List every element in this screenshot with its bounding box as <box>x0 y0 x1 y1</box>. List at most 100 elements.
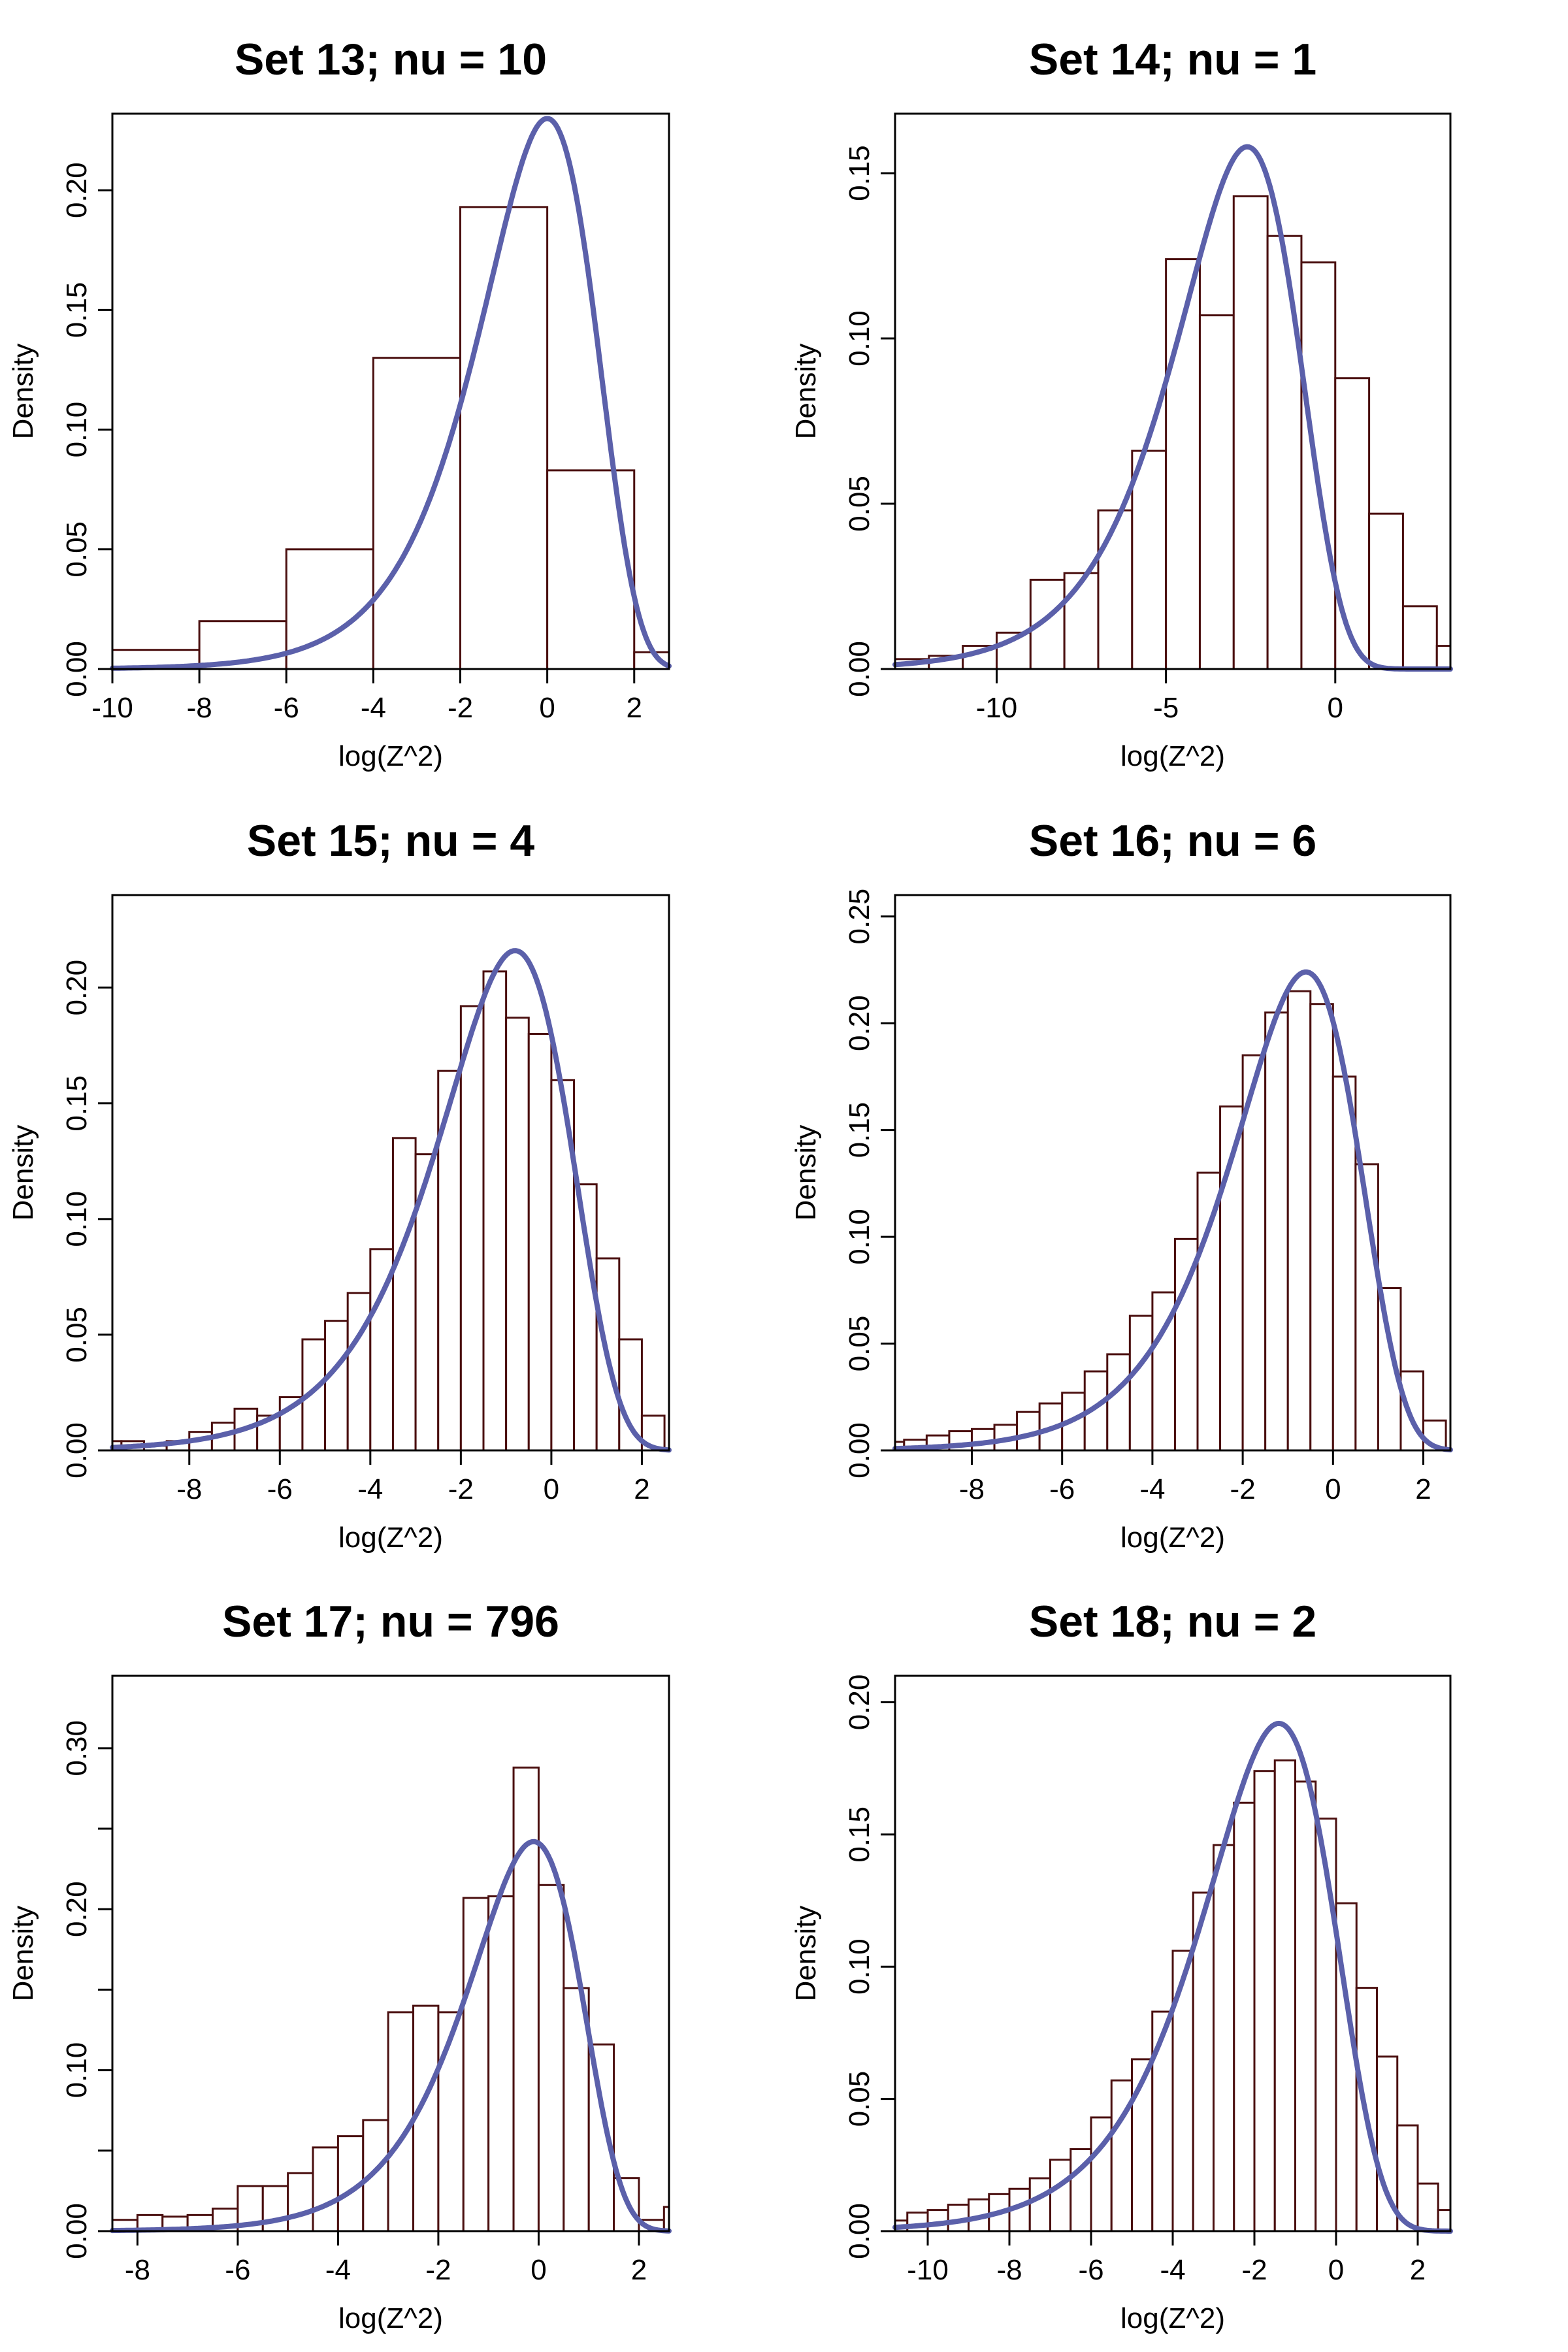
plot-frame <box>111 1674 670 2232</box>
histogram-bar <box>1273 1759 1296 2232</box>
x-tick-label: -4 <box>1139 1473 1165 1505</box>
x-axis-label: log(Z^2) <box>338 2302 443 2334</box>
histogram-bar <box>482 970 508 1452</box>
chart-panel-6: -10 -8 -6 -4 -2 0 2 0.00 0.05 0.10 0.15 0.20 Set 18;… <box>790 1597 1453 2334</box>
y-tick-label: 0.15 <box>61 1075 93 1132</box>
y-tick-label: 0.15 <box>843 145 875 201</box>
histogram-bar <box>324 1320 349 1452</box>
histogram-bar <box>1128 1315 1154 1452</box>
y-tick-label: 0.20 <box>843 995 875 1051</box>
histogram-bar <box>1300 261 1337 670</box>
x-tick-label: -10 <box>91 692 133 724</box>
x-tick-label: 0 <box>1328 2254 1344 2286</box>
chart-panel-1: -10 -8 -6 -4 -2 0 2 0.00 0.05 0.10 0.15 0.20 Set 13;… <box>7 35 672 772</box>
x-tick-label: -2 <box>425 2254 451 2286</box>
y-axis: 0.00 0.05 0.10 0.15 0.20 <box>843 1674 895 2259</box>
histogram-bar <box>1264 1011 1289 1452</box>
y-tick-label: 0.00 <box>843 1422 875 1478</box>
histogram-bar <box>1151 2010 1174 2232</box>
y-tick-label: 0.05 <box>61 1307 93 1363</box>
histogram-bar <box>1294 1780 1317 2232</box>
histogram-bar <box>312 2146 339 2232</box>
histogram-bar <box>462 1897 490 2232</box>
y-tick-label: 0.20 <box>843 1674 875 1731</box>
histogram-bar <box>372 357 461 670</box>
histogram-bar <box>1435 645 1452 670</box>
chart-title: Set 17; nu = 796 <box>222 1597 559 1646</box>
x-tick-label: -4 <box>1160 2254 1185 2286</box>
histogram-bar <box>391 1137 417 1452</box>
x-axis: -8 -6 -4 -2 0 2 <box>176 1450 650 1505</box>
y-tick-label: 0.00 <box>61 1422 93 1478</box>
x-tick-label: -6 <box>225 2254 250 2286</box>
histogram-bar <box>1213 1844 1235 2232</box>
histogram-bar <box>1437 2209 1452 2232</box>
y-axis-label: Density <box>790 1125 822 1221</box>
histogram-bar <box>1334 377 1371 670</box>
histogram-bar <box>527 1033 553 1452</box>
y-axis: 0.00 0.05 0.10 0.15 <box>843 145 895 697</box>
x-tick-label: -8 <box>959 1473 985 1505</box>
plot-frame <box>894 112 1452 670</box>
y-tick-label: 0.10 <box>843 1209 875 1265</box>
y-tick-label: 0.20 <box>61 960 93 1016</box>
y-tick-label: 0.25 <box>843 889 875 945</box>
histogram-bars <box>111 1766 670 2232</box>
histogram-bar <box>1196 1171 1222 1452</box>
y-tick-label: 0.15 <box>843 1102 875 1158</box>
histogram-bar <box>1106 1353 1131 1452</box>
density-curve <box>110 948 672 1453</box>
histogram-bar <box>1416 2182 1439 2232</box>
chart-title: Set 18; nu = 2 <box>1029 1597 1316 1646</box>
y-tick-label: 0.20 <box>61 1881 93 1937</box>
x-tick-label: -2 <box>448 1473 474 1505</box>
y-tick-label: 0.05 <box>61 521 93 578</box>
histogram-bar <box>1233 1801 1256 2232</box>
y-tick-label: 0.10 <box>843 1938 875 1995</box>
x-tick-label: 0 <box>1328 692 1343 724</box>
y-axis: 0.00 0.10 0.20 0.30 <box>61 1720 112 2259</box>
histogram-bar <box>1309 1003 1334 1452</box>
plot-frame <box>894 894 1452 1452</box>
chart-panel-3: -8 -6 -4 -2 0 2 0.00 0.05 0.10 0.15 0.20 Set 15; nu… <box>7 816 672 1554</box>
histogram-bar <box>1110 2079 1133 2232</box>
histogram-bar <box>1331 1075 1357 1452</box>
plot-frame <box>111 894 670 1452</box>
density-curve <box>892 969 1453 1453</box>
histogram-bar <box>437 2011 465 2232</box>
chart-panel-5: -8 -6 -4 -2 0 2 0.00 0.10 0.20 0.30 Set 17; nu = 7… <box>7 1597 672 2334</box>
y-tick-label: 0.20 <box>61 162 93 218</box>
x-axis: -8 -6 -4 -2 0 2 <box>125 2231 647 2286</box>
x-tick-label: 2 <box>634 1473 649 1505</box>
histogram-bar <box>537 1884 565 2232</box>
histogram-bar <box>1399 1370 1425 1452</box>
histogram-bar <box>505 1017 530 1452</box>
x-tick-label: 0 <box>544 1473 559 1505</box>
chart-title: Set 13; nu = 10 <box>235 35 547 84</box>
histogram-bar <box>412 2004 440 2232</box>
histogram-bars <box>894 195 1452 670</box>
histogram-bars <box>111 206 670 670</box>
x-axis: -10 -5 0 <box>976 669 1343 724</box>
x-tick-label: -8 <box>996 2254 1022 2286</box>
y-tick-label: 0.00 <box>61 2203 93 2259</box>
x-tick-label: 0 <box>539 692 555 724</box>
plot-frame <box>111 112 670 670</box>
x-tick-label: 0 <box>1325 1473 1341 1505</box>
y-tick-label: 0.00 <box>843 2203 875 2259</box>
y-axis-label: Density <box>7 1906 39 2002</box>
density-curve <box>892 1720 1453 2234</box>
x-tick-label: -2 <box>1241 2254 1267 2286</box>
histogram-bar <box>512 1766 540 2232</box>
histogram-bar <box>1315 1818 1337 2232</box>
x-axis-label: log(Z^2) <box>338 1522 443 1554</box>
y-tick-label: 0.15 <box>843 1806 875 1863</box>
histogram-bar <box>487 1895 515 2232</box>
x-axis-label: log(Z^2) <box>1120 2302 1225 2334</box>
x-axis-label: log(Z^2) <box>1120 740 1225 772</box>
y-tick-label: 0.30 <box>61 1720 93 1776</box>
y-axis-label: Density <box>7 344 39 440</box>
y-axis-label: Density <box>7 1125 39 1221</box>
x-axis: -10 -8 -6 -4 -2 0 2 <box>907 2231 1426 2286</box>
